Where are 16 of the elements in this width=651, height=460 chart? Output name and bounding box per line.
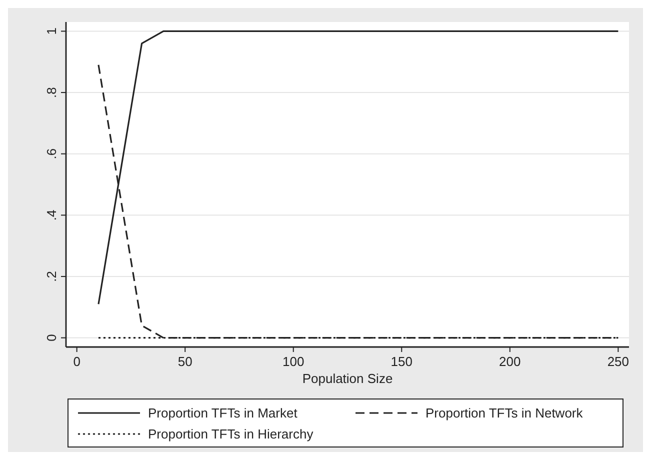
legend-label: Proportion TFTs in Hierarchy (148, 426, 314, 442)
x-tick-label: 250 (607, 354, 630, 369)
legend-label: Proportion TFTs in Network (426, 406, 584, 420)
y-tick-label: .8 (44, 87, 59, 98)
x-tick-label: 50 (178, 354, 192, 369)
x-tick-label: 200 (499, 354, 521, 369)
x-tick-label: 100 (282, 354, 304, 369)
legend-label: Proportion TFTs in Market (148, 406, 298, 420)
y-tick-label: .6 (44, 148, 59, 160)
y-tick-label: 1 (44, 28, 59, 35)
x-tick-label: 0 (73, 354, 80, 369)
x-tick-label: 150 (390, 354, 412, 369)
y-tick-label: 0 (44, 334, 59, 342)
y-tick-label: .2 (44, 271, 59, 282)
y-tick-label: .4 (44, 210, 59, 221)
x-axis-title: Population Size (302, 371, 393, 386)
